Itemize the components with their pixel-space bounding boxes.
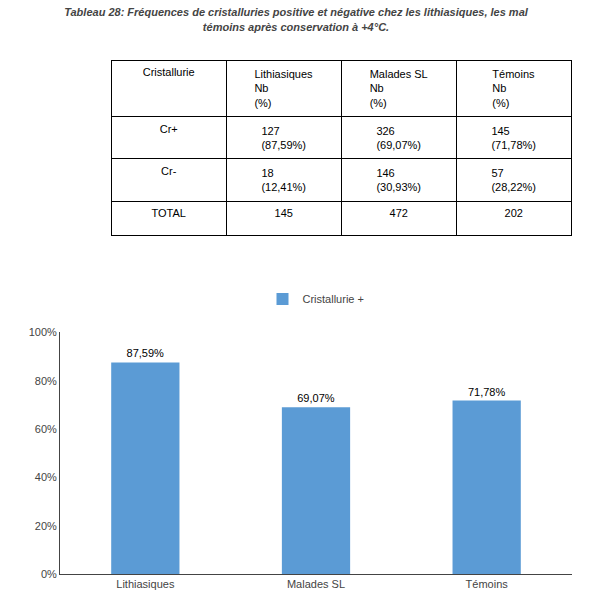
svg-text:69,07%: 69,07% bbox=[297, 392, 335, 404]
svg-text:LithiasiquesNb(%): LithiasiquesNb(%) bbox=[254, 68, 313, 109]
svg-text:80%: 80% bbox=[35, 375, 57, 387]
svg-text:Cr-: Cr- bbox=[161, 165, 177, 177]
svg-text:TémoinsNb(%): TémoinsNb(%) bbox=[492, 68, 535, 109]
svg-text:Témoins: Témoins bbox=[466, 578, 509, 590]
svg-text:145: 145 bbox=[275, 207, 293, 219]
svg-text:127(87,59%): 127(87,59%) bbox=[261, 125, 306, 151]
svg-text:146(30,93%): 146(30,93%) bbox=[376, 167, 421, 193]
svg-text:472: 472 bbox=[390, 207, 408, 219]
svg-text:Cristallurie +: Cristallurie + bbox=[303, 293, 364, 305]
svg-text:20%: 20% bbox=[35, 520, 57, 532]
svg-text:57(28,22%): 57(28,22%) bbox=[491, 167, 536, 193]
svg-text:18(12,41%): 18(12,41%) bbox=[261, 167, 306, 193]
svg-text:Cr+: Cr+ bbox=[160, 123, 178, 135]
svg-text:Tableau 28: Fréquences de cris: Tableau 28: Fréquences de cristalluries … bbox=[64, 6, 529, 32]
svg-text:Malades SL: Malades SL bbox=[287, 578, 345, 590]
svg-text:326(69,07%): 326(69,07%) bbox=[376, 125, 421, 151]
svg-text:100%: 100% bbox=[29, 326, 57, 338]
svg-text:87,59%: 87,59% bbox=[127, 347, 165, 359]
svg-text:40%: 40% bbox=[35, 471, 57, 483]
svg-text:145(71,78%): 145(71,78%) bbox=[491, 125, 536, 151]
svg-text:TOTAL: TOTAL bbox=[151, 207, 185, 219]
svg-text:Cristallurie: Cristallurie bbox=[143, 66, 195, 78]
svg-text:71,78%: 71,78% bbox=[468, 386, 506, 398]
svg-text:60%: 60% bbox=[35, 423, 57, 435]
svg-text:Malades SLNb(%): Malades SLNb(%) bbox=[370, 68, 428, 109]
svg-text:0%: 0% bbox=[41, 568, 57, 580]
svg-text:202: 202 bbox=[505, 207, 523, 219]
svg-text:Lithiasiques: Lithiasiques bbox=[116, 578, 175, 590]
